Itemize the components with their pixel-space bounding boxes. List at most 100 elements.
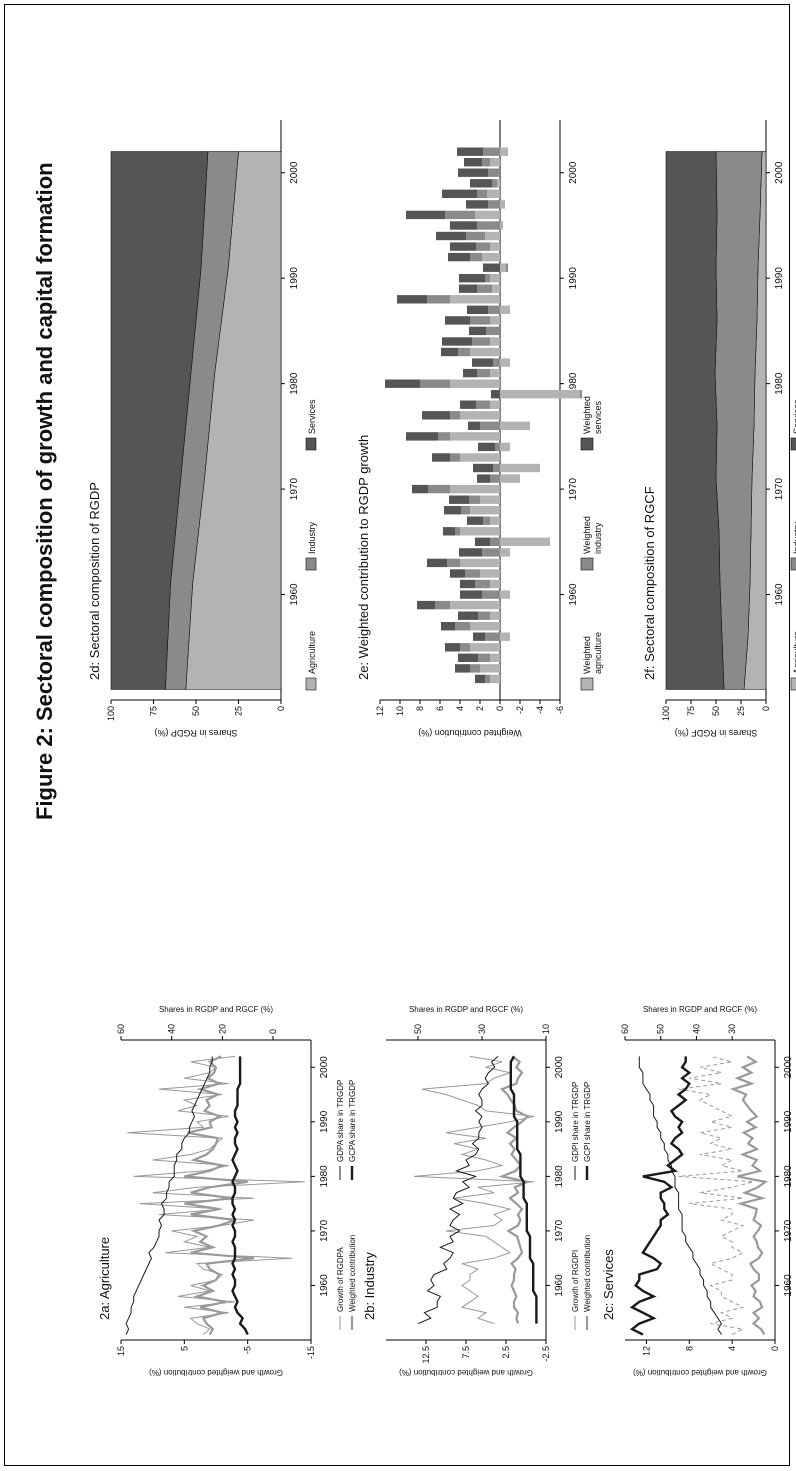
bar-segment [397,295,427,304]
bar-segment [470,252,482,262]
bar-segment [473,463,493,473]
legend-swatch [790,677,796,691]
bar-segment [490,273,500,283]
bar-segment [470,505,500,515]
x-tick-label: 1960 [554,1274,565,1297]
bar-segment [492,284,500,293]
legend-swatch [580,557,594,571]
legend-swatch [580,677,594,691]
panel-title: 2c: Services [601,1249,616,1320]
y-tick-label: 2.5 [501,1346,511,1359]
y-tick-label: -5 [243,1346,253,1354]
panel-2d: 2d: Sectoral composition of RGDP 1960 1970… [87,120,317,738]
bar-segment [465,569,480,578]
x-tick-label: 2000 [568,161,579,184]
x-tick-label: 1960 [319,1274,330,1297]
bar-segment [470,664,480,673]
bar-segment [475,674,485,684]
y-tick-label: 100 [661,706,671,721]
bar-segment [422,411,450,420]
x-tick-label: 2000 [319,1056,330,1079]
bar-segment [500,305,510,314]
series-line-gdpa-share-in-trgdp [125,1056,213,1335]
bar-segment [445,210,475,220]
bar-segment [417,600,435,610]
bar-segment [438,432,450,441]
y-axis-label-right: Shares in RGDP and RGCF (%) [159,1005,273,1014]
bar-segment [450,379,500,388]
bar-segment [442,337,472,346]
bar-segment [455,664,470,673]
bar-segment [485,231,500,241]
bar-segment [491,389,500,399]
bar-segment [500,474,520,483]
y-tick-label: 0 [495,706,505,711]
y-tick-label: 5 [179,1346,189,1351]
bar-segment [500,200,505,209]
bar-segment [469,326,486,336]
bar-segment [427,558,447,568]
bar-segment [468,421,480,430]
y-tick-label: 25 [234,706,244,716]
bar-segment [492,179,497,188]
series-line-gcpa-share-in-trgdp [231,1056,249,1336]
panel-title: 2b: Industry [362,1252,377,1320]
bar-segment [495,442,500,452]
x-tick-label: 1960 [568,583,579,606]
x-tick-label: 1990 [289,267,300,290]
y-tick-label: -2.5 [541,1346,551,1362]
x-tick-label: 1960 [774,583,785,606]
bar-segment [490,579,500,589]
bar-segment [490,611,500,620]
bar-segment [472,337,490,346]
legend-swatch [305,437,317,451]
bar-segment [470,622,500,631]
legend-label: Weighted contribution [583,1235,592,1312]
y-tick-label: 50 [191,706,201,716]
bar-segment [490,242,500,251]
legend-label: Industry [792,521,796,554]
bar-segment [445,316,470,325]
bar-segment [436,231,466,241]
bar-segment [490,537,500,546]
bar-segment [406,210,445,220]
bar-segment [483,147,500,156]
bar-segment [485,632,500,641]
series-line-gcps-share-in-trgdp [629,1056,692,1336]
y-axis-label: Shares in RGDF (%) [675,728,758,738]
bar-segment [450,484,500,494]
bar-segment [432,453,450,462]
bar-segment [427,295,450,304]
y-tick-label: 8 [684,1346,694,1351]
bar-segment [490,516,500,525]
y-tick-label: 12 [375,706,385,716]
bar-segment [580,389,582,399]
bar-segment [490,316,500,325]
bar-segment [385,379,420,388]
bar-segment [450,453,460,462]
y-axis-label: Weighted contribution (%) [418,728,521,738]
y-tick-label: 75 [149,706,159,716]
figure-title: Figure 2: Sectoral composition of growth… [32,162,57,820]
bar-segment [472,358,493,367]
bar-segment [490,474,500,483]
x-tick-label: 2000 [289,161,300,184]
bar-segment [488,200,500,209]
bar-segment [473,632,485,641]
legend-label: services [593,400,603,434]
x-tick-label: 1990 [568,267,579,290]
series-line-gdpi-share-in-trgdp [417,1056,499,1325]
x-tick-label: 1980 [783,1165,794,1188]
area-services [110,151,209,690]
x-tick-label: 1980 [554,1165,565,1188]
y-tick-label: 12 [641,1346,651,1356]
y-tick-label-right: 30 [727,1024,737,1034]
x-tick-label: 1980 [568,372,579,395]
bar-segment [450,411,460,420]
x-tick-label: 1970 [568,478,579,501]
bar-segment [466,200,488,209]
bar-segment [447,558,460,568]
x-tick-label: 1960 [289,583,300,606]
bar-segment [500,221,503,230]
bar-segment [506,263,508,272]
